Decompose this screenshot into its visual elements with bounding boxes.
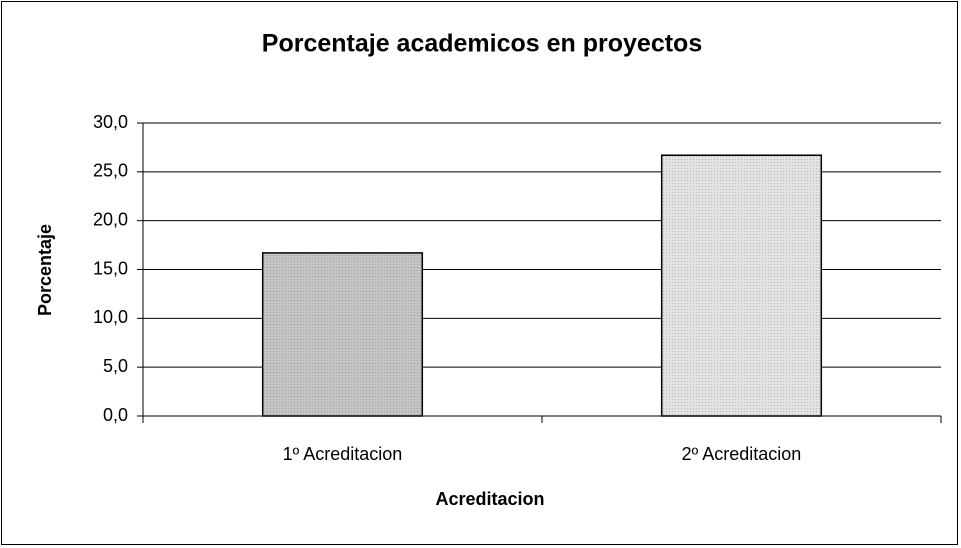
bar-texture [262,252,423,416]
y-tick-label: 15,0 [93,258,128,278]
x-axis-label: Acreditacion [435,489,544,509]
x-tick-label: 1º Acreditacion [283,444,403,464]
chart-title: Porcentaje academicos en proyectos [262,30,702,58]
y-tick-label: 20,0 [93,209,128,229]
y-tick-label: 10,0 [93,307,128,327]
x-tick-label: 2º Acreditacion [682,444,802,464]
y-tick-label: 0,0 [103,405,128,425]
y-axis-label: Porcentaje [35,224,55,316]
bar-texture [661,155,822,417]
y-tick-label: 5,0 [103,356,128,376]
y-tick-label: 30,0 [93,112,128,132]
y-tick-label: 25,0 [93,161,128,181]
